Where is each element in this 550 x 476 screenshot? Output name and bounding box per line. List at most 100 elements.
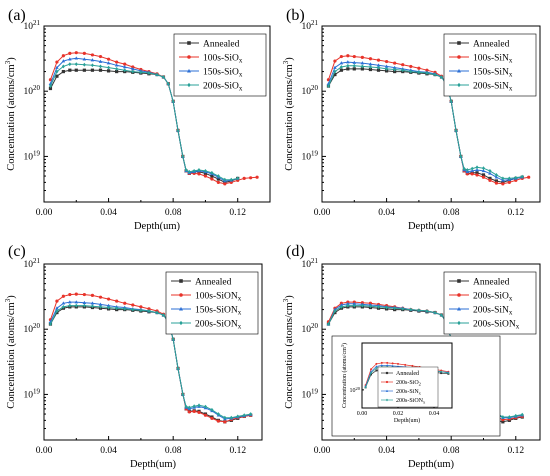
data-point — [115, 299, 119, 303]
x-tick-label: 0.08 — [443, 446, 460, 456]
legend-marker — [179, 279, 183, 283]
data-point — [55, 65, 59, 69]
x-tick-label: 0.08 — [165, 446, 182, 456]
y-tick-exp: 21 — [311, 19, 319, 27]
data-point — [210, 177, 214, 181]
data-point — [494, 179, 498, 183]
legend-marker — [187, 41, 191, 45]
x-tick-label: 0.04 — [378, 446, 395, 456]
data-point — [488, 178, 492, 182]
data-point — [409, 64, 413, 69]
data-point — [376, 65, 381, 70]
data-point — [123, 301, 127, 305]
data-point — [501, 420, 505, 424]
data-point — [352, 301, 357, 306]
data-point — [465, 168, 469, 172]
y-tick-exp: 19 — [311, 149, 319, 157]
data-point — [82, 292, 86, 297]
data-point — [494, 181, 498, 185]
inset-legend-entry: 200s-SiNx — [396, 389, 422, 396]
data-point — [106, 69, 111, 73]
legend-entry-sub: x — [516, 323, 520, 331]
data-point — [106, 305, 111, 310]
inset-data-point — [380, 361, 383, 364]
data-point — [494, 175, 499, 179]
legend-entry: 200s-SiNx — [473, 82, 513, 93]
legend-entry-name: 150s-SiN — [473, 68, 509, 78]
inset-data-point — [370, 373, 372, 376]
data-point — [384, 64, 389, 68]
y-tick-label: 1020 — [24, 84, 41, 97]
legend-marker — [457, 279, 461, 283]
data-point — [139, 308, 143, 313]
data-point — [223, 182, 227, 186]
x-axis-title: Depth(um) — [130, 459, 177, 470]
inset-data-point — [380, 364, 383, 367]
data-point — [339, 54, 343, 59]
inset-legend-entry-name: 200s-SiO — [396, 380, 419, 386]
inset-data-point — [375, 369, 378, 372]
data-point — [48, 86, 53, 91]
data-point — [481, 168, 486, 173]
data-point — [171, 99, 175, 104]
data-point — [187, 410, 191, 414]
data-point — [176, 366, 180, 371]
data-point — [147, 309, 151, 313]
data-point — [55, 69, 59, 74]
data-point — [123, 62, 127, 66]
data-point — [384, 59, 389, 64]
data-point — [98, 68, 103, 72]
data-point — [139, 70, 143, 75]
y-axis-title-main: Concentration (atoms/cm — [6, 64, 17, 170]
data-point — [115, 306, 119, 311]
data-point — [90, 63, 95, 68]
data-point — [139, 305, 143, 309]
y-tick-base: 10 — [302, 325, 312, 335]
legend-entry-sub: x — [238, 323, 242, 331]
data-point — [333, 69, 337, 74]
x-tick-label: 0.04 — [100, 446, 117, 456]
y-tick-exp: 20 — [311, 84, 319, 92]
data-point — [192, 409, 196, 413]
inset-y-tick-exp: 20 — [356, 386, 361, 391]
data-point — [433, 310, 437, 315]
legend-entry: Annealed — [473, 40, 510, 50]
plot-frame — [43, 25, 271, 203]
legend-entry: Annealed — [473, 278, 510, 288]
inset-x-tick-label: 0.02 — [393, 411, 404, 417]
y-axis-title-main: Concentration (atoms/cm — [284, 302, 295, 408]
data-point — [425, 68, 429, 72]
inset-data-point — [447, 371, 450, 375]
panel-a: (a)0.00 0.04 0.08 0.12101910201021Depth(um)… — [4, 7, 271, 232]
data-point — [74, 56, 79, 60]
data-point — [68, 62, 72, 67]
data-point — [197, 410, 201, 415]
data-point — [82, 62, 86, 67]
y-axis-title: Concentration (atoms/cm3) — [282, 295, 295, 409]
y-tick-label: 1021 — [302, 19, 319, 32]
data-point — [90, 58, 95, 62]
legend-entry: 100s-SiNx — [473, 54, 513, 65]
panel-c: (c)0.00 0.04 0.08 0.12101910201021Depth(um)… — [4, 243, 263, 470]
legend-entry: Annealed — [195, 278, 232, 288]
y-tick-label: 1021 — [24, 19, 41, 32]
inset-y-axis-title: Concentration (atoms/cm3) — [340, 343, 348, 408]
data-point — [339, 304, 343, 309]
legend-entry: 200s-SiOx — [203, 82, 243, 93]
plot-frame — [321, 263, 541, 441]
y-tick-exp: 20 — [33, 84, 41, 92]
data-point — [514, 175, 518, 180]
data-point — [192, 168, 196, 173]
data-point — [106, 65, 111, 70]
data-point — [197, 172, 201, 176]
x-tick-label: 0.00 — [36, 446, 53, 456]
y-tick-label: 1021 — [302, 257, 319, 270]
data-point — [74, 292, 78, 296]
data-point — [360, 61, 365, 65]
data-point — [346, 301, 350, 306]
data-point — [48, 84, 53, 88]
legend-entry: 150s-SiNx — [473, 68, 513, 79]
y-axis-title-close: ) — [6, 57, 17, 61]
panel-label: (d) — [286, 243, 305, 260]
y-tick-exp: 20 — [33, 322, 41, 330]
